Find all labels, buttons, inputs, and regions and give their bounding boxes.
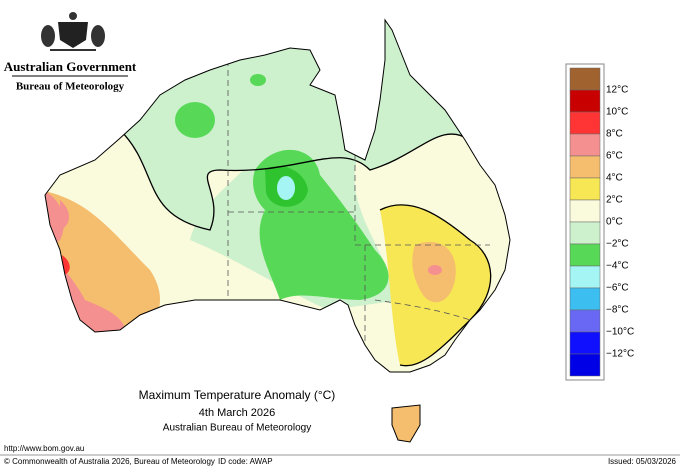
legend-swatch [569, 221, 601, 245]
legend-swatch [569, 133, 601, 157]
legend-label: −2°C [606, 239, 629, 250]
legend-swatch [569, 67, 601, 91]
agency-name: Bureau of Meteorology [16, 81, 125, 93]
legend-label: −10°C [606, 327, 634, 338]
legend-label: 12°C [606, 85, 628, 96]
footer-copyright: © Commonwealth of Australia 2026, Bureau… [4, 457, 215, 466]
map-date: 4th March 2026 [199, 407, 275, 419]
legend-label: 10°C [606, 107, 628, 118]
government-name: Australian Government [4, 59, 137, 74]
legend-label: 2°C [606, 195, 623, 206]
legend-swatch [569, 177, 601, 201]
footer-issued: Issued: 05/03/2026 [608, 457, 677, 466]
legend-swatch [569, 331, 601, 355]
legend-swatch [569, 265, 601, 289]
legend-swatch [569, 199, 601, 223]
legend-swatch [569, 111, 601, 135]
legend-label: −6°C [606, 283, 629, 294]
legend-swatch [569, 243, 601, 267]
coastline [44, 18, 511, 443]
legend-swatch [569, 353, 601, 377]
legend-label: −4°C [606, 261, 629, 272]
map-title: Maximum Temperature Anomaly (°C) [139, 388, 336, 402]
legend-label: 8°C [606, 129, 623, 140]
legend-swatch [569, 309, 601, 333]
crest [41, 12, 105, 51]
legend-swatch [569, 89, 601, 113]
legend-swatch [569, 287, 601, 311]
footer-url: http://www.bom.gov.au [4, 444, 84, 453]
legend: 12°C 10°C 8°C 6°C 4°C 2°C 0°C −2°C −4°C −6°C −8°C −… [565, 63, 634, 381]
legend-label: 4°C [606, 173, 623, 184]
footer-id: ID code: AWAP [218, 457, 273, 466]
legend-swatch [569, 155, 601, 179]
legend-label: −12°C [606, 349, 634, 360]
legend-label: 0°C [606, 217, 623, 228]
legend-label: −8°C [606, 305, 629, 316]
map-source: Australian Bureau of Meteorology [163, 423, 311, 434]
legend-label: 6°C [606, 151, 623, 162]
